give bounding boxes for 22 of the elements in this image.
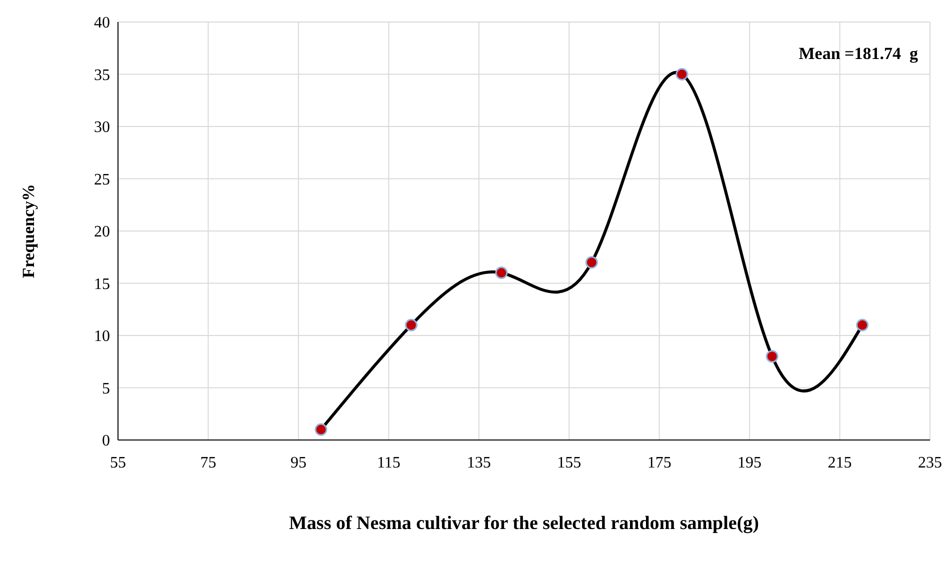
y-tick-label: 0 bbox=[102, 432, 110, 450]
x-tick-label: 75 bbox=[200, 454, 216, 472]
x-tick-label: 175 bbox=[647, 454, 672, 472]
x-tick-label: 135 bbox=[466, 454, 491, 472]
y-tick-label: 40 bbox=[94, 14, 110, 32]
x-tick-label: 195 bbox=[738, 454, 762, 472]
x-tick-label: 55 bbox=[110, 454, 126, 472]
x-tick-label: 95 bbox=[290, 454, 306, 472]
annotation: Mean =181.74 g bbox=[798, 44, 918, 64]
y-tick-label: 35 bbox=[94, 66, 110, 84]
x-axis-title: Mass of Nesma cultivar for the selected random sample(g) bbox=[288, 513, 760, 535]
y-tick-label: 5 bbox=[102, 380, 110, 398]
x-tick-label: 215 bbox=[828, 454, 852, 472]
y-axis-title: Frequency% bbox=[19, 184, 38, 278]
y-tick-label: 20 bbox=[94, 224, 110, 241]
y-tick-label: 15 bbox=[94, 276, 110, 293]
x-tick-label: 115 bbox=[376, 454, 400, 472]
y-tick-label: 10 bbox=[94, 328, 110, 346]
x-tick-label: 155 bbox=[557, 454, 582, 472]
y-tick-label: 30 bbox=[94, 119, 110, 136]
y-tick-label: 25 bbox=[94, 171, 110, 188]
x-tick-label: 235 bbox=[918, 454, 942, 472]
